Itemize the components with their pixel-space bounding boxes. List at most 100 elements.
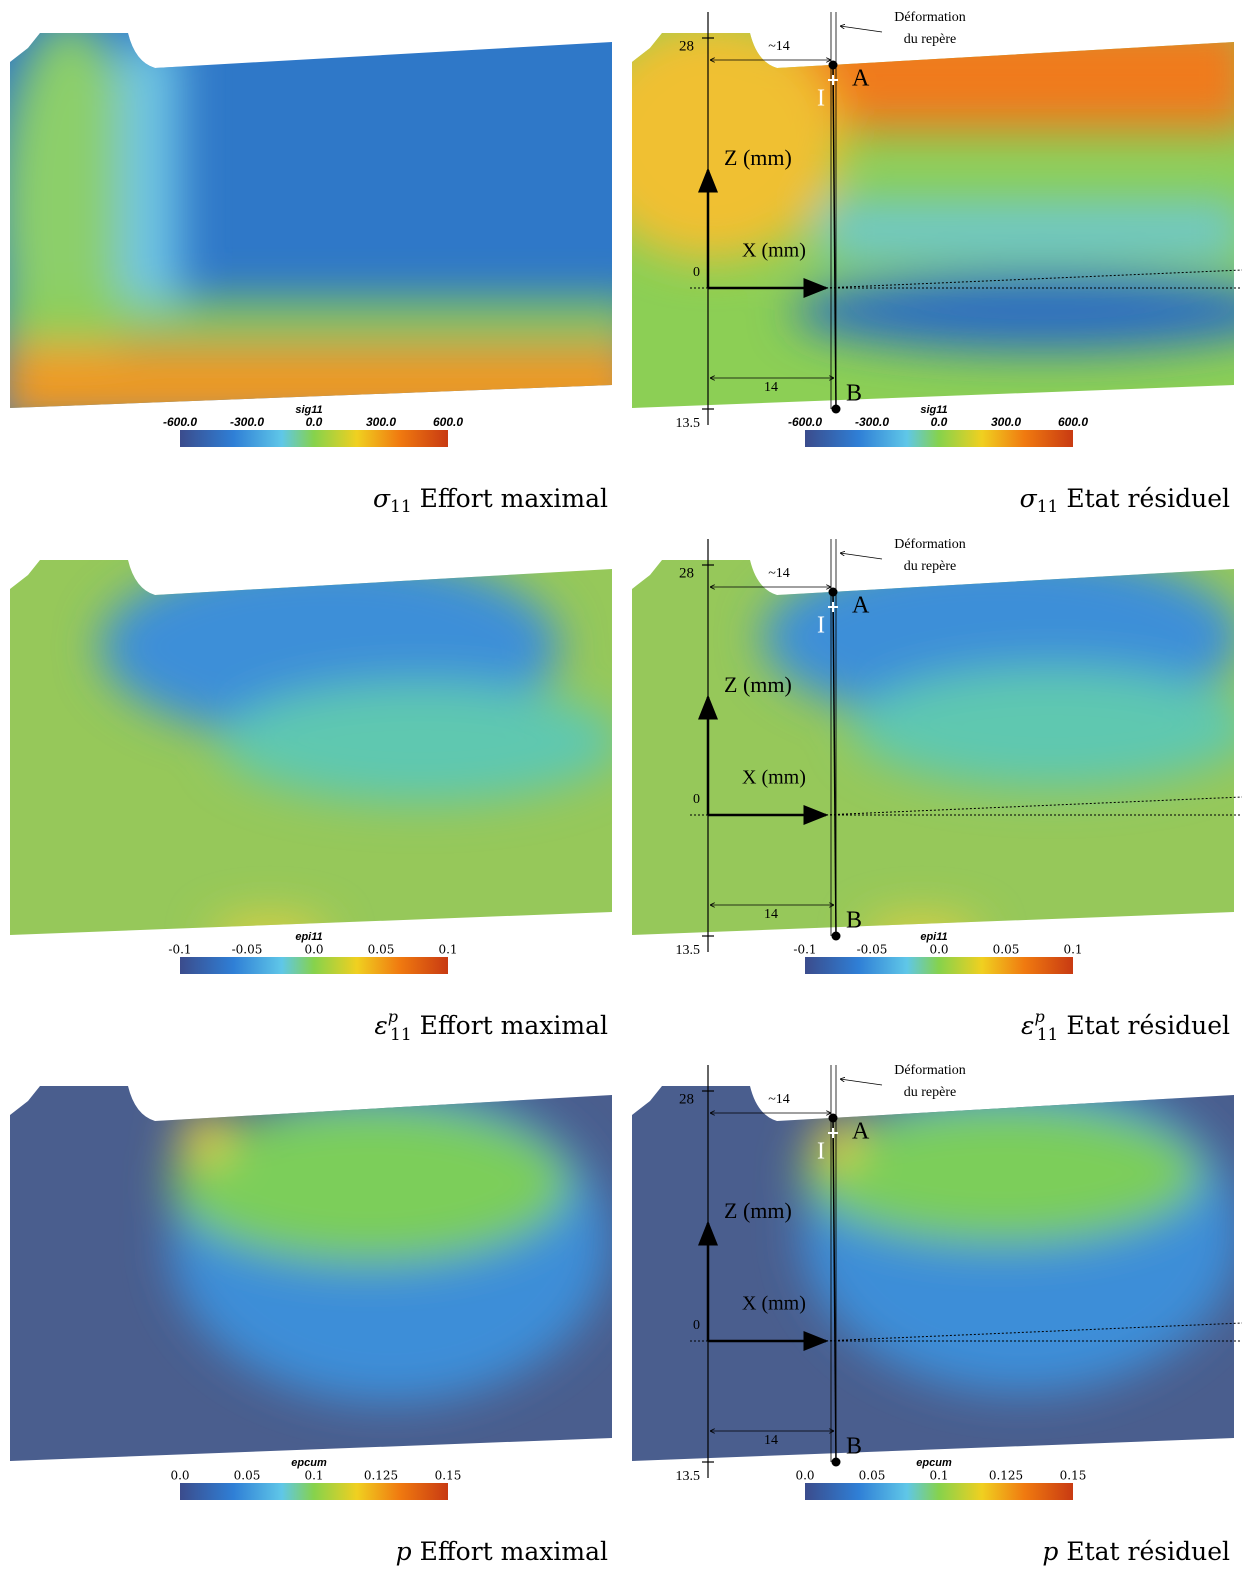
panel: sig11 -600.0 -300.0 0.0 300.0 600.0 σ11 Effort … [10,33,612,517]
caption: p Etat résiduel [1042,1537,1230,1566]
z-bottom-label: 13.5 [676,1469,701,1484]
colorbar [180,430,448,447]
colorbar-tick-label: -300.0 [855,415,889,429]
colorbar-tick-label: 600.0 [433,415,463,429]
caption-subscript: 11 [1037,497,1059,517]
caption: σ11 Effort maximal [373,484,608,517]
panel: epi11 -0.1 -0.05 0.0 0.05 0.1 εp 11 Effort maxim… [10,560,612,1045]
caption: p Effort maximal [396,1537,608,1566]
x-offset-bottom: 14 [764,1433,778,1448]
colorbar-title: epi11 [920,931,947,943]
frame-line [840,553,883,560]
caption-text: Etat résiduel [1066,484,1230,513]
colorbar-tick-label: 0.0 [170,1469,189,1483]
point-i-label: I [817,613,825,639]
field-zone [220,682,612,802]
caption: εp 11 Effort maximal [374,1007,608,1045]
panel: epcum 0.0 0.05 0.1 0.125 0.15 p Etat résiduel Dé… [632,1063,1243,1566]
field-zone [792,272,1234,352]
colorbar [180,1483,448,1500]
colorbar-tick-label: -0.05 [232,943,263,957]
point-a-label: A [852,593,870,619]
point-i-label: I [817,1139,825,1165]
field-zone [632,33,842,260]
z-axis-label: Z (mm) [724,145,792,170]
caption-text: Etat résiduel [1066,1537,1230,1566]
frame-line [832,591,837,937]
point-a-label: A [852,66,870,92]
field-zone [802,1103,1202,1243]
point-i-marker [828,602,838,612]
field-zone [120,40,180,340]
caption-subscript: 11 [1037,1025,1059,1045]
colorbar-tick-label: 0.1 [438,943,457,957]
field-zone [10,33,140,400]
x-offset-bottom: 14 [764,380,778,395]
contour-field [632,1086,1234,1461]
annotation-deformation: Déformation [894,10,966,25]
frame-line [832,1117,837,1463]
point-b-label: B [846,381,862,407]
point-a-marker [828,1113,838,1123]
colorbar-tick-label: -0.05 [857,943,888,957]
caption: εp 11 Etat résiduel [1021,1007,1230,1045]
point-b-marker [831,931,841,941]
colorbar-title: epcum [291,1457,327,1469]
caption-symbol: σ [373,484,391,513]
frame-line [840,26,883,33]
caption: σ11 Etat résiduel [1020,484,1230,517]
point-i-marker [828,1128,838,1138]
caption-symbol: σ [1020,484,1038,513]
annotation-deformation: du repère [904,559,956,574]
annotation-deformation: du repère [904,1085,956,1100]
point-b-label: B [846,908,862,934]
caption-superscript: p [388,1007,398,1026]
caption-subscript: 11 [390,1025,412,1045]
colorbar-tick-label: -300.0 [230,415,264,429]
colorbar-title: epcum [916,1457,952,1469]
field-zone [180,1113,230,1163]
colorbar [805,957,1073,974]
panel: epcum 0.0 0.05 0.1 0.125 0.15 p Effort maximal [10,1086,612,1566]
colorbar-tick-label: 0.0 [304,943,323,957]
contour-field [10,33,612,408]
colorbar-tick-label: 0.15 [1060,1469,1087,1483]
contour-field [10,560,612,935]
caption-subscript: 11 [390,497,412,517]
x-axis-label: X (mm) [742,767,806,789]
colorbar-tick-label: -600.0 [788,415,822,429]
colorbar-tick-label: 0.0 [306,415,323,429]
colorbar-tick-label: 0.05 [859,1469,886,1483]
field-shading [170,1086,610,1403]
colorbar-tick-label: 0.15 [435,1469,462,1483]
field-shading [802,1086,1234,1393]
caption-text: Effort maximal [420,1011,608,1040]
colorbar-tick-label: 0.05 [993,943,1020,957]
colorbar-tick-label: 0.05 [368,943,395,957]
colorbar-tick-label: 0.125 [989,1469,1023,1483]
caption-text: Effort maximal [420,1537,608,1566]
point-a-label: A [852,1119,870,1145]
contour-field [632,560,1234,935]
colorbar-title: epi11 [295,931,322,943]
origin-label: 0 [693,265,700,280]
colorbar-tick-label: 300.0 [366,415,396,429]
caption-symbol: ε [1021,1011,1034,1040]
caption-text: Effort maximal [420,484,608,513]
point-b-marker [831,404,841,414]
x-offset-top: ~14 [768,39,790,54]
colorbar-tick-label: -0.1 [168,943,191,957]
colorbar-tick-label: 0.1 [929,1469,948,1483]
z-top-label: 28 [679,565,694,581]
colorbar-tick-label: 0.0 [795,1469,814,1483]
colorbar-title: sig11 [920,404,947,416]
point-a-marker [828,587,838,597]
colorbar-tick-label: 0.05 [234,1469,261,1483]
contour-field [632,33,1234,408]
origin-label: 0 [693,1318,700,1333]
z-axis-label: Z (mm) [724,672,792,697]
colorbar-tick-label: 0.0 [929,943,948,957]
colorbar-tick-label: 600.0 [1058,415,1088,429]
colorbar-tick-label: 300.0 [991,415,1021,429]
